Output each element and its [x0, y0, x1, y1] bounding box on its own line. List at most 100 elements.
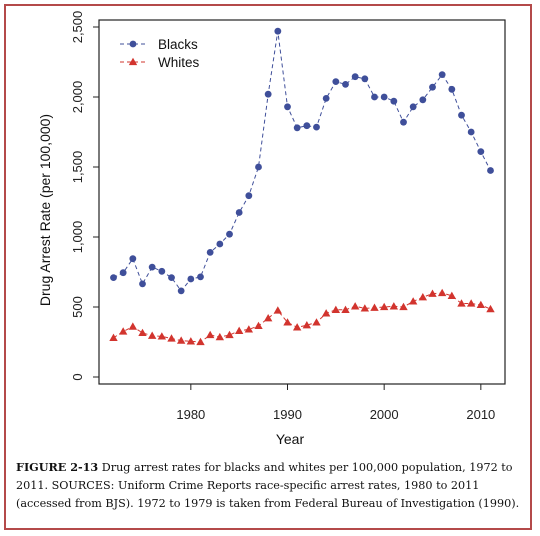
point-whites: [186, 337, 196, 345]
point-blacks: [226, 230, 233, 238]
point-whites: [437, 288, 447, 297]
point-whites: [263, 314, 273, 322]
point-blacks: [168, 274, 175, 281]
point-blacks: [197, 273, 204, 281]
y-tick-label: 2,500: [70, 11, 85, 44]
point-whites: [225, 330, 234, 339]
point-blacks: [293, 124, 301, 132]
y-tick-label: 1,000: [70, 221, 85, 254]
point-blacks: [264, 90, 272, 98]
point-whites: [447, 291, 457, 299]
figure-caption: FIGURE 2-13 Drug arrest rates for blacks…: [16, 458, 526, 513]
point-whites: [399, 302, 408, 311]
y-tick-label: 2,000: [70, 81, 85, 114]
point-blacks: [409, 103, 417, 111]
y-axis-title: Drug Arrest Rate (per 100,000): [37, 114, 53, 306]
point-whites: [147, 331, 157, 339]
x-axis: 1980 1990 2000 2010: [176, 384, 495, 422]
point-whites: [302, 321, 312, 329]
point-whites: [118, 327, 128, 335]
point-whites: [428, 289, 437, 297]
point-whites: [244, 325, 254, 333]
point-blacks: [129, 255, 137, 263]
point-blacks: [206, 249, 214, 256]
x-tick-label: 1980: [176, 407, 205, 422]
point-whites: [350, 302, 360, 310]
legend-label-blacks: Blacks: [158, 37, 198, 52]
point-whites: [408, 297, 418, 305]
legend-marker-blacks: [129, 40, 137, 48]
y-tick-label: 1,500: [70, 151, 85, 184]
point-blacks: [284, 103, 291, 111]
y-axis: 0 500 1,000 1,500 2,000 2,500: [70, 11, 99, 381]
point-whites: [418, 293, 428, 301]
point-whites: [215, 332, 225, 341]
point-blacks: [419, 96, 427, 104]
point-blacks: [110, 274, 117, 281]
point-whites: [196, 337, 205, 346]
figure-frame: 1980 1990 2000 2010 0 500 1,000 1,500 2,000 2,50…: [4, 4, 532, 530]
point-whites: [128, 322, 138, 330]
x-tick-label: 2000: [370, 407, 399, 422]
point-whites: [370, 303, 379, 311]
point-whites: [138, 328, 147, 337]
point-whites: [486, 304, 495, 313]
y-tick-label: 0: [70, 373, 85, 380]
point-whites: [341, 305, 350, 313]
point-blacks: [467, 128, 475, 136]
point-blacks: [342, 81, 349, 88]
point-whites: [283, 318, 292, 326]
legend-marker-whites: [128, 57, 138, 66]
point-whites: [176, 336, 186, 344]
point-whites: [312, 318, 321, 326]
point-whites: [273, 306, 283, 314]
point-blacks: [148, 263, 156, 271]
point-blacks: [371, 93, 378, 101]
point-whites: [457, 299, 466, 307]
x-tick-label: 2010: [466, 407, 495, 422]
point-blacks: [390, 97, 398, 105]
point-blacks: [322, 95, 330, 102]
legend-label-whites: Whites: [158, 55, 200, 70]
point-blacks: [274, 27, 282, 35]
point-blacks: [216, 240, 224, 248]
series-blacks: [110, 27, 494, 295]
point-blacks: [487, 167, 494, 174]
x-axis-title: Year: [276, 431, 305, 447]
series-line-whites: [113, 292, 491, 343]
series-whites: [109, 288, 495, 346]
point-whites: [292, 323, 302, 331]
plot-frame: [98, 19, 506, 385]
point-whites: [167, 334, 176, 342]
point-blacks: [187, 275, 195, 283]
point-whites: [234, 326, 244, 334]
point-blacks: [139, 280, 146, 288]
point-blacks: [255, 163, 262, 171]
point-blacks: [313, 123, 320, 131]
x-tick-label: 1990: [273, 407, 302, 422]
point-whites: [205, 330, 215, 339]
series-line-blacks: [113, 31, 491, 292]
point-blacks: [438, 71, 446, 78]
point-blacks: [303, 122, 311, 130]
point-blacks: [332, 78, 340, 85]
point-whites: [109, 333, 118, 341]
series-layer: [109, 27, 495, 346]
point-blacks: [235, 209, 243, 216]
point-whites: [360, 304, 370, 312]
point-whites: [157, 332, 167, 340]
point-blacks: [458, 111, 465, 119]
point-blacks: [400, 118, 407, 126]
point-blacks: [380, 93, 388, 101]
caption-text: Drug arrest rates for blacks and whites …: [16, 461, 520, 510]
point-whites: [321, 309, 331, 317]
point-blacks: [361, 75, 369, 83]
point-blacks: [448, 85, 456, 93]
point-blacks: [477, 148, 485, 156]
y-tick-label: 500: [70, 296, 85, 318]
point-whites: [331, 305, 341, 313]
point-blacks: [119, 269, 127, 277]
point-whites: [379, 302, 389, 311]
point-blacks: [245, 192, 253, 200]
point-blacks: [177, 287, 185, 295]
